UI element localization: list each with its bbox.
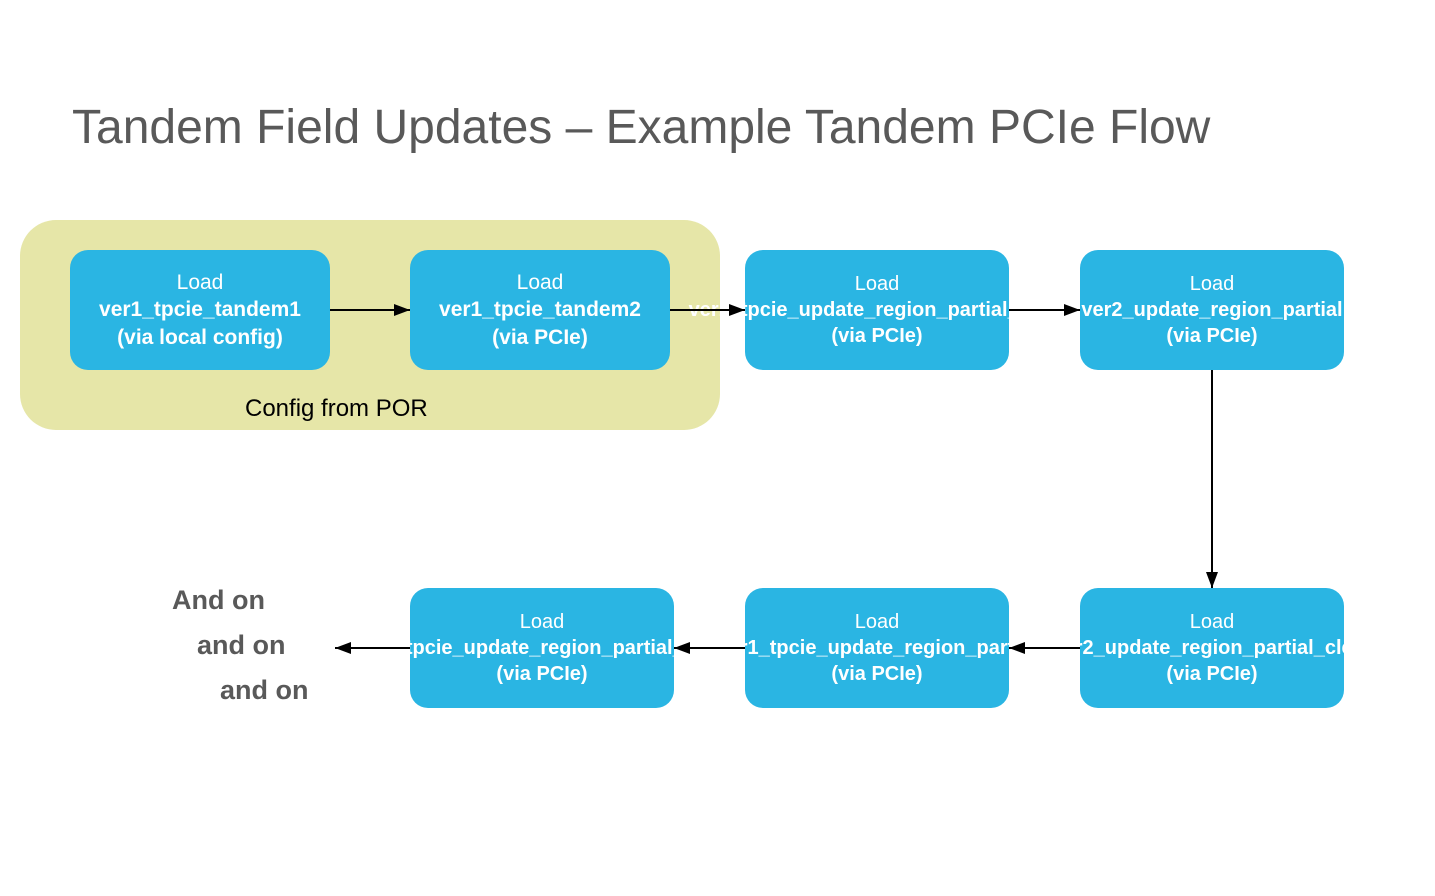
flow-node-4: Load ver2_update_region_partial (via PCI… [1080, 250, 1344, 370]
node-line2: ver1_tpcie_tandem2 [439, 296, 641, 323]
node-line2: ver1_tpcie_update_region_partial_clear [354, 635, 731, 661]
flow-node-1: Load ver1_tpcie_tandem1 (via local confi… [70, 250, 330, 370]
node-line1: Load [1190, 609, 1235, 635]
node-line3: (via PCIe) [831, 661, 922, 687]
node-line3: (via PCIe) [496, 661, 587, 687]
flow-node-5: Load ver2_update_region_partial_clear (v… [1080, 588, 1344, 708]
node-line3: (via PCIe) [1166, 323, 1257, 349]
flow-node-2: Load ver1_tpcie_tandem2 (via PCIe) [410, 250, 670, 370]
node-line1: Load [855, 271, 900, 297]
node-line2: ver1_tpcie_update_region_partial [718, 635, 1037, 661]
node-line1: Load [520, 609, 565, 635]
flow-node-3: Load ver1_tpcie_update_region_partial_cl… [745, 250, 1009, 370]
end-text-line-2: and on [197, 630, 286, 661]
end-text-line-3: and on [220, 675, 309, 706]
flow-node-6: Load ver1_tpcie_update_region_partial (v… [745, 588, 1009, 708]
config-from-por-label: Config from POR [245, 395, 428, 423]
node-line1: Load [855, 609, 900, 635]
node-line1: Load [177, 269, 224, 296]
node-line2: ver2_update_region_partial [1081, 297, 1342, 323]
node-line3: (via PCIe) [831, 323, 922, 349]
node-line1: Load [1190, 271, 1235, 297]
flow-node-7: Load ver1_tpcie_update_region_partial_cl… [410, 588, 674, 708]
node-line2: ver1_tpcie_tandem1 [99, 296, 301, 323]
end-text-line-1: And on [172, 585, 265, 616]
node-line3: (via PCIe) [1166, 661, 1257, 687]
slide-title: Tandem Field Updates – Example Tandem PC… [72, 100, 1210, 155]
node-line3: (via PCIe) [492, 324, 588, 351]
node-line2: ver2_update_region_partial_clear [1052, 635, 1371, 661]
node-line3: (via local config) [117, 324, 283, 351]
node-line1: Load [517, 269, 564, 296]
node-line2: ver1_tpcie_update_region_partial_clear [689, 297, 1066, 323]
